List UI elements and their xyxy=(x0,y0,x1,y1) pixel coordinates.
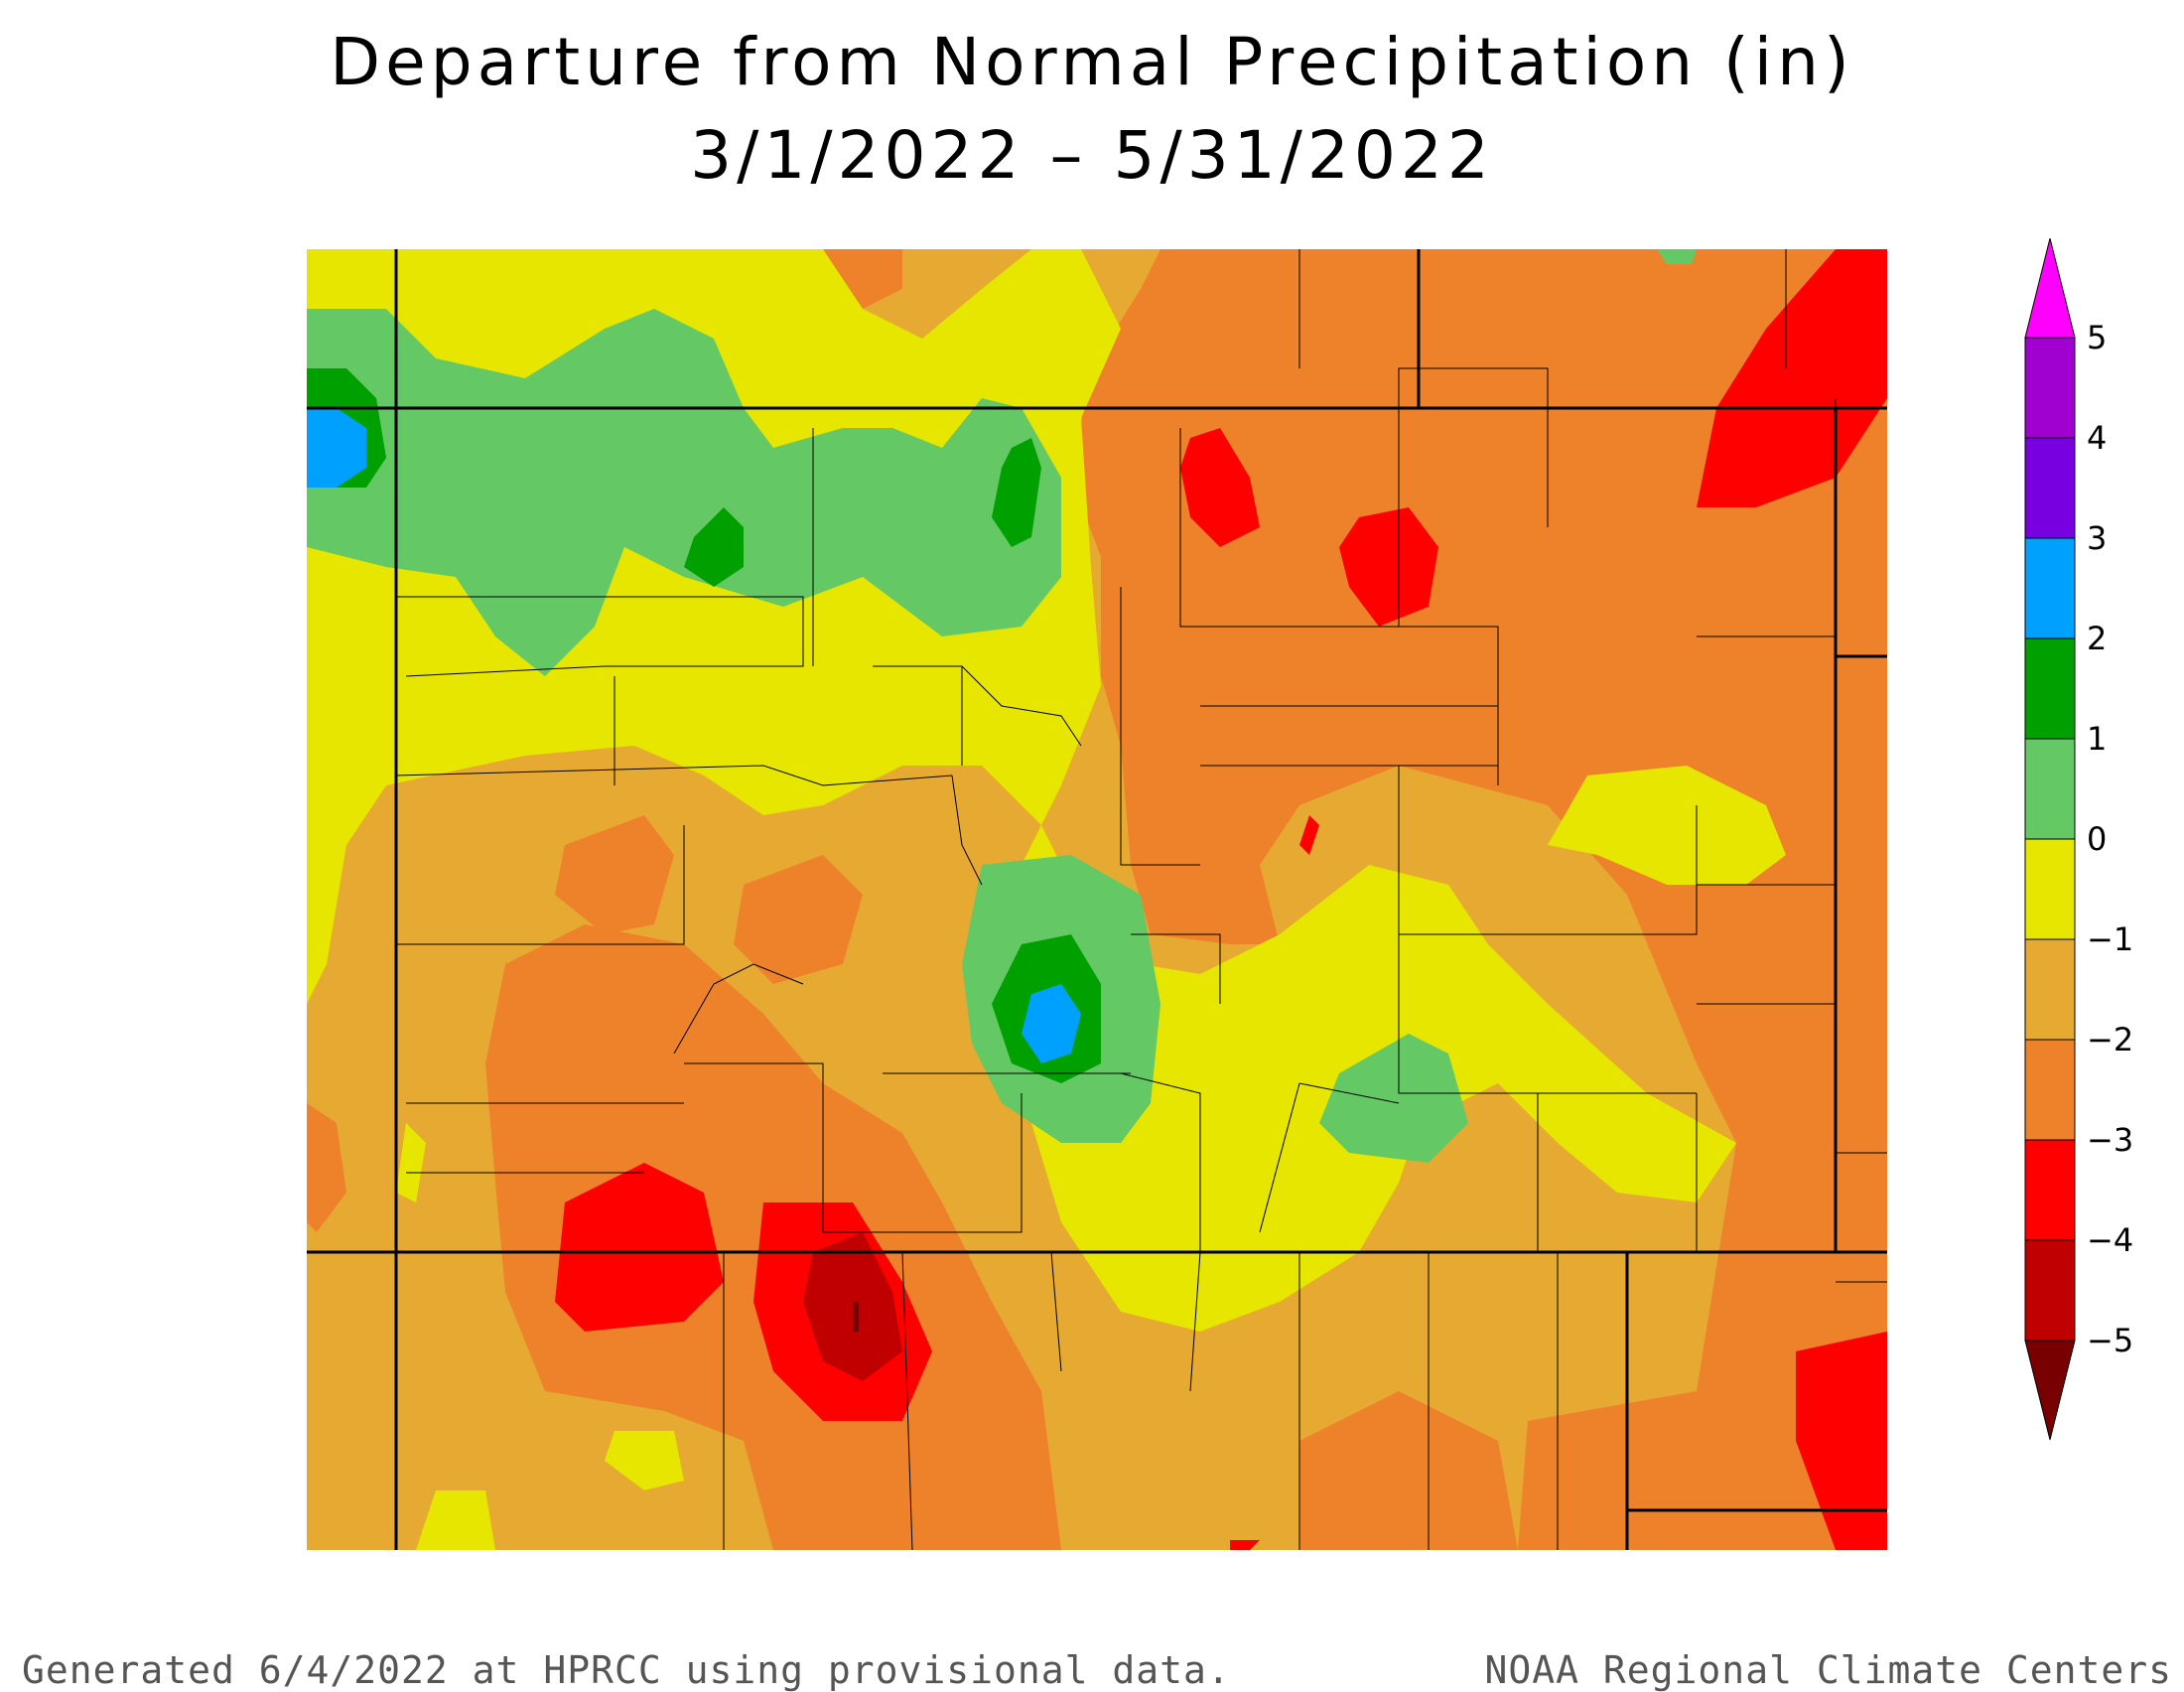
legend-label: −2 xyxy=(2087,1021,2133,1058)
legend-swatch xyxy=(2024,437,2076,539)
source-credit: NOAA Regional Climate Centers xyxy=(1484,1648,2172,1692)
legend-label: 2 xyxy=(2087,620,2107,657)
legend-swatch xyxy=(2024,537,2076,639)
legend-label: 3 xyxy=(2087,519,2107,557)
legend-swatch xyxy=(2024,1039,2076,1141)
legend-label: 0 xyxy=(2087,820,2107,858)
legend-swatch xyxy=(2024,1139,2076,1241)
contour-n-green xyxy=(307,309,1061,676)
contour-n-dkgreen-2 xyxy=(992,438,1041,547)
contour-nc-red-1 xyxy=(1180,428,1260,547)
contour-ne-orange xyxy=(1071,249,1887,1550)
contour-w-orange xyxy=(734,855,863,984)
contour-n-dkgreen-1 xyxy=(684,507,744,587)
legend-swatch xyxy=(2024,637,2076,740)
color-legend: 5 4 3 2 1 0 −1 −2 −3 −4 −5 xyxy=(2005,237,2164,1460)
contour-s-red-edge xyxy=(1230,1540,1260,1550)
contour-w-edge-orange xyxy=(307,1103,346,1232)
state-boundaries xyxy=(307,249,1887,1550)
contour-e-yellow xyxy=(1548,766,1786,885)
contour-c-red-small xyxy=(1299,815,1319,855)
legend-swatch xyxy=(2024,838,2076,940)
legend-label: −5 xyxy=(2087,1322,2133,1359)
contour-se-red xyxy=(1796,1332,1887,1550)
contour-s-darkest xyxy=(853,1302,859,1332)
contour-nw-blue xyxy=(307,408,366,488)
legend-swatch xyxy=(2024,337,2076,439)
legend-label: −4 xyxy=(2087,1221,2133,1259)
generation-note: Generated 6/4/2022 at HPRCC using provis… xyxy=(22,1648,1231,1692)
contour-c-blue xyxy=(1022,984,1081,1063)
contour-se-orange xyxy=(1299,1391,1518,1550)
contour-se-green xyxy=(1319,1034,1468,1163)
contour-s-yellow xyxy=(605,1431,684,1490)
legend-label: 5 xyxy=(2087,319,2107,356)
legend-label: 1 xyxy=(2087,720,2107,758)
contour-sw-yellow xyxy=(396,1123,426,1202)
contour-ne-green xyxy=(1657,249,1697,264)
contour-s-yellow-2 xyxy=(416,1490,495,1550)
legend-swatch xyxy=(2024,938,2076,1041)
legend-label: 4 xyxy=(2087,419,2107,457)
contour-ne-red xyxy=(1697,249,1887,507)
legend-label: −3 xyxy=(2087,1121,2133,1159)
legend-overflow-low xyxy=(2024,1340,2076,1441)
legend-swatch xyxy=(2024,738,2076,840)
contour-sw-red xyxy=(555,1163,724,1332)
contour-sw-orange-2 xyxy=(555,815,674,934)
precipitation-departure-map xyxy=(307,249,1887,1550)
legend-swatch xyxy=(2024,1239,2076,1341)
map-title: Departure from Normal Precipitation (in) xyxy=(330,24,1854,100)
date-range-subtitle: 3/1/2022 – 5/31/2022 xyxy=(690,117,1494,194)
contour-nc-red-2 xyxy=(1339,507,1438,627)
legend-overflow-high xyxy=(2024,237,2076,339)
legend-label: −1 xyxy=(2087,920,2133,958)
